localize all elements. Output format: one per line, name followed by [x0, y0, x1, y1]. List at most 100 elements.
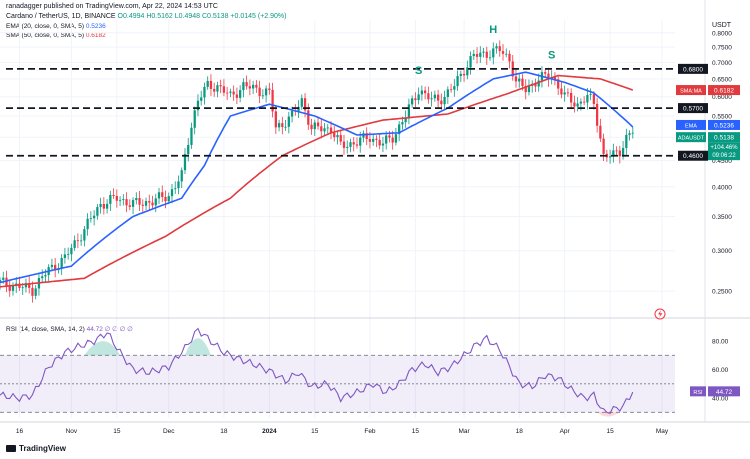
rsi-tag-name-bg	[690, 386, 706, 397]
price-tag-name: ADAUSDT	[678, 136, 705, 142]
lightning-glyph-icon	[658, 310, 663, 318]
candle-body	[342, 141, 346, 148]
candle-body	[469, 56, 472, 68]
candle-body	[200, 97, 203, 101]
candle-body	[316, 122, 320, 127]
candle-body	[524, 86, 527, 93]
candle-body	[365, 133, 368, 140]
candle-body	[203, 86, 206, 98]
candle-body	[498, 46, 501, 52]
tradingview-brand: TradingView	[6, 444, 66, 453]
pattern-label: H	[489, 24, 497, 36]
candle-body	[89, 218, 93, 220]
candle-body	[566, 92, 570, 94]
candle-body	[8, 285, 11, 291]
candle-body	[290, 110, 294, 117]
candle-body	[105, 203, 109, 209]
candle-body	[11, 285, 15, 291]
candle-body	[261, 95, 264, 97]
candle-body	[183, 154, 187, 171]
rsi-legend: RSI (14, close, SMA, 14, 2) 44.72 ∅ ∅ ∅ …	[6, 325, 133, 333]
candle-body	[177, 181, 180, 189]
candle-body	[170, 189, 174, 197]
candle-body	[599, 125, 602, 139]
candle-body	[326, 127, 329, 129]
candle-body	[508, 53, 511, 62]
candle-body	[34, 288, 37, 296]
candle-body	[24, 283, 28, 288]
candle-body	[310, 124, 313, 130]
time-tick-label: 18	[516, 428, 524, 435]
level-label-bg	[678, 103, 708, 114]
candle-body	[274, 111, 277, 128]
candle-body	[401, 122, 404, 125]
candle-body	[560, 88, 563, 95]
candle-body	[144, 201, 148, 206]
price-tick-label: 0.2500	[712, 289, 732, 296]
candle-body	[174, 188, 177, 190]
candle-body	[222, 86, 226, 93]
candle-body	[576, 103, 579, 107]
candle-body	[518, 78, 521, 82]
time-tick-label: Dec	[163, 428, 175, 435]
price-tag-name-bg	[676, 85, 706, 96]
level-label-bg	[678, 63, 708, 74]
price-tag-name-bg	[676, 132, 706, 143]
candle-body	[339, 135, 342, 142]
candle-body	[268, 88, 271, 90]
candle-body	[462, 73, 466, 76]
candle-body	[537, 80, 540, 87]
candle-body	[86, 218, 89, 230]
candle-body	[67, 254, 70, 255]
candle-body	[527, 85, 531, 93]
candle-body	[534, 83, 537, 87]
candle-body	[219, 85, 222, 87]
candle-body	[73, 240, 76, 248]
price-tag-name-bg	[676, 119, 706, 130]
candle-body	[157, 192, 161, 199]
candle-body	[31, 287, 34, 296]
candle-body	[570, 92, 573, 103]
candle-body	[161, 192, 164, 197]
bar-countdown: 09:06:22	[712, 153, 736, 159]
price-tag-name: SMA:MA	[680, 89, 702, 95]
candle-body	[167, 196, 170, 202]
candle-body	[592, 94, 596, 104]
candle-body	[547, 73, 550, 80]
ohlc-values: O0.4994 H0.5162 L0.4948 C0.5138 +0.0145 …	[117, 13, 287, 20]
candle-body	[112, 194, 115, 196]
ema-legend: EMA (20, close, 0, SMA, 5) 0.5236	[6, 23, 106, 30]
candle-body	[128, 205, 131, 207]
candle-body	[125, 199, 128, 206]
rsi-overbought-fill	[184, 338, 211, 356]
candle-body	[582, 101, 586, 103]
published-by: ranadagger published on TradingView.com,…	[6, 3, 218, 10]
candle-body	[449, 89, 453, 91]
rsi-legend-label: RSI (14, close, SMA, 14, 2)	[6, 326, 85, 333]
rsi-tick-label: 60.00	[712, 367, 729, 374]
rsi-overbought-fill	[84, 341, 121, 356]
candle-body	[271, 89, 274, 112]
price-tick-label: 0.4500	[712, 158, 732, 165]
time-tick-label: Nov	[66, 428, 78, 435]
candle-body	[608, 156, 612, 158]
candle-body	[213, 88, 216, 92]
candle-body	[359, 137, 362, 146]
candle-body	[505, 53, 508, 55]
candle-body	[579, 101, 583, 104]
candle-body	[164, 196, 167, 202]
candle-body	[544, 72, 547, 74]
rsi-legend-value: 44.72	[86, 326, 103, 333]
candle-body	[229, 91, 232, 93]
price-tag-value: 0.5138	[714, 135, 734, 142]
candle-body	[495, 46, 498, 49]
candle-body	[329, 127, 333, 133]
candle-body	[466, 67, 469, 76]
rsi-oversold-fill	[597, 412, 620, 417]
candle-body	[277, 123, 281, 128]
candle-body	[102, 204, 105, 209]
candle-body	[135, 198, 138, 201]
price-tag-value-bg	[708, 119, 740, 130]
price-tick-label: 0.7500	[712, 45, 732, 52]
